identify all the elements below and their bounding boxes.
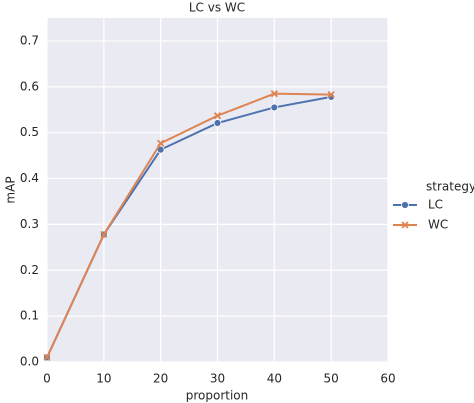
y-tick-label: 0.2 xyxy=(20,263,39,277)
series-line xyxy=(46,92,332,358)
x-tick-label: 40 xyxy=(267,372,282,386)
x-tick-label: 30 xyxy=(210,372,225,386)
x-tick-label: 60 xyxy=(380,372,395,386)
y-tick-label: 0.3 xyxy=(20,217,39,231)
y-tick-label: 0.4 xyxy=(20,171,39,185)
y-tick-label: 0.6 xyxy=(20,79,39,93)
x-tick-label: 10 xyxy=(96,372,111,386)
data-point xyxy=(213,119,222,127)
x-tick-label: 20 xyxy=(153,372,168,386)
legend-title: strategy xyxy=(426,180,474,194)
x-axis-label: proportion xyxy=(186,389,249,403)
legend-label: WC xyxy=(428,218,448,232)
x-tick-label: 0 xyxy=(43,372,51,386)
x-tick-label: 50 xyxy=(324,372,339,386)
y-tick-label: 0.1 xyxy=(20,309,39,323)
legend-label: LC xyxy=(428,198,443,212)
data-point xyxy=(327,90,335,99)
y-tick-label: 0.5 xyxy=(20,125,39,139)
data-point xyxy=(213,112,222,120)
y-tick-label: 0.0 xyxy=(20,355,39,369)
y-tick-label: 0.7 xyxy=(20,33,39,47)
y-axis-label: mAP xyxy=(4,176,18,203)
data-point xyxy=(157,139,165,147)
chart-title: LC vs WC xyxy=(189,1,245,15)
legend-marker xyxy=(401,201,409,209)
legend-marker xyxy=(401,221,409,229)
data-point xyxy=(43,353,51,362)
data-point xyxy=(270,103,279,112)
data-point xyxy=(100,230,108,239)
data-point xyxy=(270,90,278,98)
